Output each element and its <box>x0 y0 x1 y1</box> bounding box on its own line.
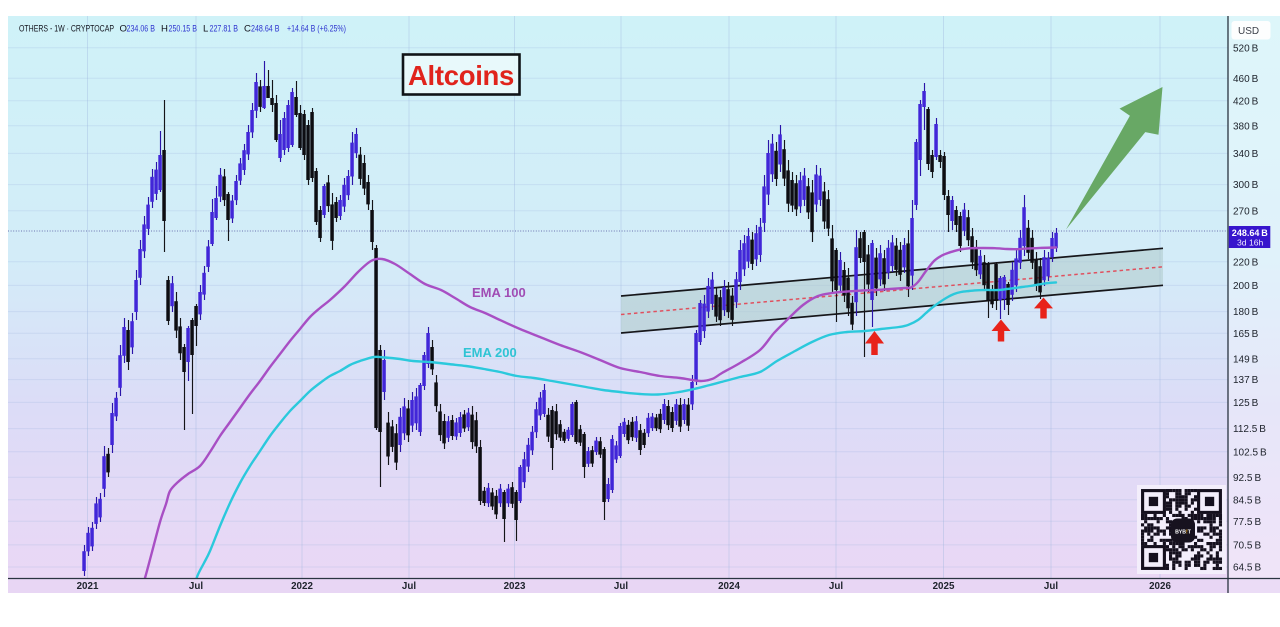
svg-text:137 B: 137 B <box>1233 375 1259 386</box>
svg-text:340 B: 340 B <box>1233 149 1259 160</box>
svg-text:+14.64 B (+6.25%): +14.64 B (+6.25%) <box>287 24 346 35</box>
svg-text:380 B: 380 B <box>1233 121 1259 132</box>
svg-text:Jul: Jul <box>402 581 416 592</box>
svg-text:125 B: 125 B <box>1233 398 1259 409</box>
svg-text:Jul: Jul <box>1044 581 1058 592</box>
svg-text:O: O <box>120 24 127 35</box>
svg-text:250.15 B: 250.15 B <box>169 24 198 35</box>
svg-text:200 B: 200 B <box>1233 281 1259 292</box>
svg-text:3d 16h: 3d 16h <box>1237 238 1264 248</box>
svg-text:BYB!T: BYB!T <box>1175 530 1192 536</box>
svg-text:USD: USD <box>1238 26 1259 37</box>
svg-text:L: L <box>203 24 209 35</box>
svg-text:EMA 200: EMA 200 <box>463 345 517 360</box>
svg-text:C: C <box>244 24 251 35</box>
svg-text:460 B: 460 B <box>1233 74 1259 85</box>
svg-text:2025: 2025 <box>933 581 955 592</box>
svg-text:112.5 B: 112.5 B <box>1233 424 1266 435</box>
svg-text:227.81 B: 227.81 B <box>210 24 239 35</box>
svg-text:149 B: 149 B <box>1233 354 1259 365</box>
svg-text:300 B: 300 B <box>1233 180 1259 191</box>
svg-text:OTHERS - 1W · CRYPTOCAP: OTHERS - 1W · CRYPTOCAP <box>19 24 114 35</box>
svg-text:248.64 B: 248.64 B <box>251 24 280 35</box>
svg-text:Altcoins: Altcoins <box>408 60 514 91</box>
svg-text:Jul: Jul <box>189 581 203 592</box>
svg-text:H: H <box>161 24 168 35</box>
svg-text:165 B: 165 B <box>1233 329 1259 340</box>
svg-text:92.5 B: 92.5 B <box>1233 473 1261 484</box>
svg-text:70.5 B: 70.5 B <box>1233 541 1261 552</box>
svg-text:2023: 2023 <box>504 581 526 592</box>
svg-text:2026: 2026 <box>1149 581 1171 592</box>
svg-text:102.5 B: 102.5 B <box>1233 447 1267 458</box>
svg-text:420 B: 420 B <box>1233 96 1259 107</box>
svg-text:220 B: 220 B <box>1233 257 1259 268</box>
svg-text:Jul: Jul <box>829 581 843 592</box>
svg-text:2024: 2024 <box>718 581 740 592</box>
svg-text:270 B: 270 B <box>1233 206 1259 217</box>
svg-text:520 B: 520 B <box>1233 43 1259 54</box>
svg-text:180 B: 180 B <box>1233 307 1259 318</box>
svg-text:77.5 B: 77.5 B <box>1233 517 1261 528</box>
svg-text:64.5 B: 64.5 B <box>1233 563 1261 574</box>
svg-text:EMA 100: EMA 100 <box>472 285 526 300</box>
svg-text:248.64 B: 248.64 B <box>1232 228 1268 238</box>
svg-text:2021: 2021 <box>77 581 99 592</box>
svg-text:Jul: Jul <box>614 581 628 592</box>
svg-text:84.5 B: 84.5 B <box>1233 495 1261 506</box>
svg-text:2022: 2022 <box>291 581 313 592</box>
svg-text:234.06 B: 234.06 B <box>127 24 156 35</box>
